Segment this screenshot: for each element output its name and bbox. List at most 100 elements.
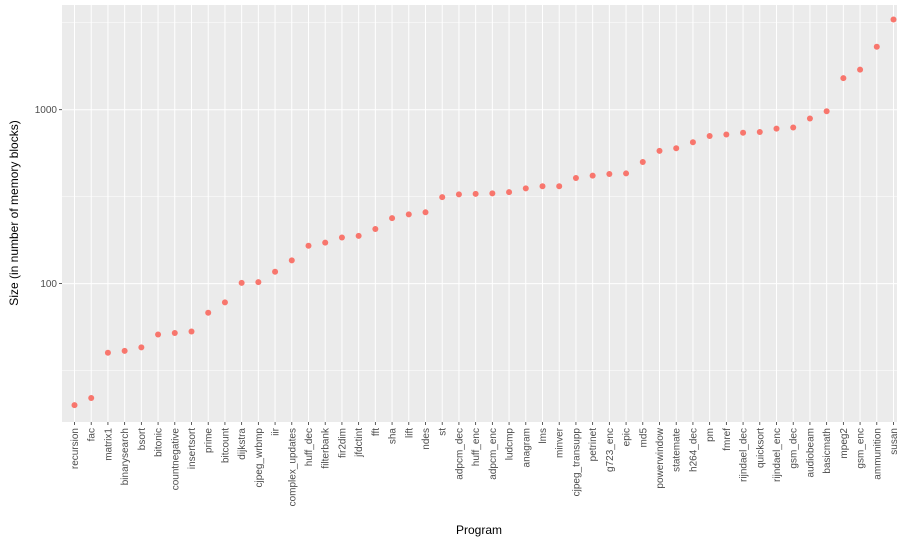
- data-point: [71, 402, 78, 409]
- x-tick-label: mpeg2: [839, 428, 850, 459]
- x-tick-label: basicmath: [822, 428, 833, 474]
- data-point: [372, 226, 379, 233]
- data-point: [873, 43, 880, 50]
- x-tick-label: quicksort: [755, 428, 766, 468]
- x-tick-label: adpcm_dec: [454, 428, 465, 480]
- x-tick-label: rijndael_dec: [739, 428, 750, 482]
- data-point: [205, 309, 212, 316]
- x-tick-label: statemate: [672, 428, 683, 472]
- x-tick-label: pm: [705, 428, 716, 442]
- y-axis-title: Size (in number of memory blocks): [7, 120, 21, 305]
- data-point: [121, 347, 128, 354]
- x-tick-label: lift: [404, 428, 415, 438]
- x-tick-label: bsort: [137, 428, 148, 450]
- data-point: [255, 279, 262, 286]
- data-point: [188, 328, 195, 335]
- data-point: [272, 268, 279, 275]
- x-tick-label: binarysearch: [120, 428, 131, 485]
- x-tick-label: anagram: [521, 428, 532, 467]
- x-tick-label: fft: [371, 428, 382, 436]
- data-point: [589, 172, 596, 179]
- x-tick-label: h264_dec: [688, 428, 699, 472]
- y-axis: 100 1000: [35, 105, 62, 290]
- data-point: [522, 185, 529, 192]
- x-tick-label: ludcmp: [505, 428, 516, 461]
- data-point: [238, 279, 245, 286]
- y-tick-label: 1000: [35, 105, 58, 116]
- x-tick-label: rijndael_enc: [772, 428, 783, 482]
- x-tick-label: iir: [271, 427, 282, 435]
- data-point: [389, 215, 396, 222]
- grid-major: [62, 5, 897, 422]
- x-tick-label: prime: [204, 428, 215, 453]
- data-point: [338, 234, 345, 241]
- data-point: [673, 145, 680, 152]
- x-tick-label: recursion: [70, 428, 81, 469]
- data-point: [706, 132, 713, 139]
- data-point: [489, 190, 496, 197]
- data-point: [288, 257, 295, 264]
- x-tick-label: jfdctint: [354, 428, 365, 458]
- data-point: [171, 329, 178, 336]
- data-point: [890, 16, 897, 23]
- x-tick-label: fir2dim: [337, 428, 348, 458]
- x-tick-label: dijkstra: [237, 428, 248, 460]
- data-point: [556, 183, 563, 190]
- data-point: [756, 129, 763, 136]
- data-point: [355, 232, 362, 239]
- x-tick-label: adpcm_enc: [488, 428, 499, 480]
- data-point: [689, 139, 696, 146]
- x-tick-label: huff_dec: [304, 428, 315, 466]
- x-tick-label: cjpeg_transupp: [571, 428, 582, 497]
- data-point: [857, 66, 864, 73]
- data-point: [606, 170, 613, 177]
- x-tick-label: susan: [889, 428, 900, 455]
- data-point: [455, 191, 462, 198]
- data-point: [305, 242, 312, 249]
- data-point: [221, 299, 228, 306]
- x-tick-label: cjpeg_wrbmp: [254, 428, 265, 488]
- x-tick-label: md5: [638, 428, 649, 448]
- data-point: [104, 349, 111, 356]
- data-point: [405, 211, 412, 218]
- data-point: [572, 174, 579, 181]
- x-tick-label: ndes: [421, 428, 432, 450]
- data-points: [71, 16, 897, 409]
- x-tick-label: st: [438, 428, 449, 436]
- x-tick-label: gsm_enc: [856, 428, 867, 469]
- x-axis-title: Program: [456, 523, 502, 537]
- data-point: [539, 183, 546, 190]
- x-tick-label: filterbank: [321, 427, 332, 469]
- x-tick-label: complex_updates: [287, 428, 298, 506]
- data-point: [773, 125, 780, 132]
- data-point: [723, 131, 730, 138]
- data-point: [506, 189, 513, 196]
- x-tick-label: fmref: [722, 428, 733, 451]
- data-point: [656, 147, 663, 154]
- plot-panel: [62, 5, 897, 422]
- x-tick-label: powerwindow: [655, 427, 666, 488]
- x-tick-label: gsm_dec: [789, 428, 800, 469]
- data-point: [740, 129, 747, 136]
- grid-minor: [62, 22, 897, 371]
- x-tick-label: countnegative: [170, 428, 181, 491]
- x-tick-label: huff_enc: [471, 428, 482, 466]
- y-tick-label: 100: [40, 279, 57, 290]
- x-tick-label: bitcount: [220, 428, 231, 463]
- data-point: [88, 394, 95, 401]
- x-tick-label: matrix1: [103, 428, 114, 461]
- data-point: [155, 331, 162, 338]
- x-tick-label: fac: [87, 428, 98, 441]
- x-tick-label: insertsort: [187, 428, 198, 469]
- x-tick-label: epic: [622, 428, 633, 446]
- data-point: [790, 124, 797, 131]
- x-tick-label: g723_enc: [605, 428, 616, 472]
- data-point: [322, 239, 329, 246]
- data-point: [472, 190, 479, 197]
- data-point: [639, 159, 646, 166]
- x-tick-label: bitonic: [154, 428, 165, 457]
- x-tick-label: audiobeam: [805, 428, 816, 477]
- x-tick-label: ammunition: [872, 428, 883, 480]
- data-point: [823, 108, 830, 115]
